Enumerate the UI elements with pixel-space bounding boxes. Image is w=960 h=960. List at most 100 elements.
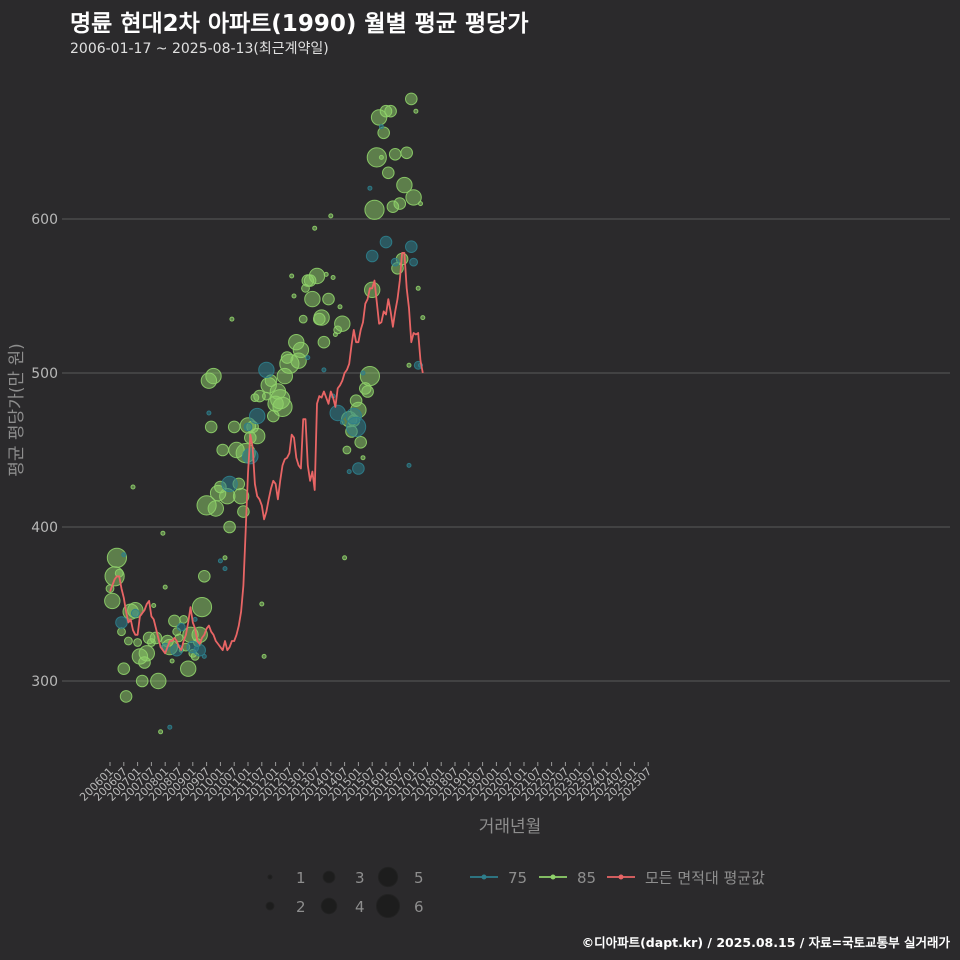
point-85 [292, 341, 310, 359]
legend-size-label: 5 [414, 869, 424, 887]
legend: 1 2 3 4 5 6 75 85 모든 면적대 평균값 [265, 866, 765, 918]
legend-size-label: 4 [355, 898, 365, 916]
point-85 [388, 148, 402, 161]
point-85 [405, 189, 422, 206]
point-85 [323, 271, 329, 277]
point-75 [221, 475, 238, 493]
point-85 [322, 292, 335, 306]
point-85 [216, 443, 229, 457]
point-75 [222, 566, 228, 572]
point-85 [106, 547, 128, 568]
point-75 [249, 407, 266, 425]
point-85 [227, 420, 241, 434]
legend-size-5 [377, 866, 399, 888]
point-85 [304, 290, 321, 308]
point-85 [384, 104, 397, 118]
point-75 [360, 370, 366, 376]
legend-size-6 [376, 894, 400, 918]
point-85 [334, 315, 351, 332]
point-85 [359, 366, 380, 387]
point-75 [167, 724, 173, 730]
point-75 [405, 240, 418, 253]
point-75 [176, 622, 186, 632]
point-85 [169, 658, 175, 664]
y-axis-title: 평균 평당가(만 원) [7, 343, 27, 477]
point-85 [415, 285, 421, 291]
point-85 [377, 126, 391, 140]
legend-size-4 [320, 897, 338, 915]
point-85 [360, 455, 366, 461]
legend-size-label: 3 [355, 869, 365, 887]
point-85 [179, 615, 189, 624]
point-85 [298, 314, 308, 324]
point-85 [130, 484, 136, 490]
scatter-points [104, 92, 426, 735]
point-85 [330, 275, 336, 280]
point-85 [259, 601, 265, 607]
point-85 [378, 154, 384, 160]
point-85 [361, 385, 374, 398]
point-75 [329, 404, 346, 422]
chart-subtitle: 2006-01-17 ~ 2025-08-13(최근계약일) [70, 41, 329, 57]
point-85 [418, 201, 423, 207]
point-85 [393, 197, 407, 210]
legend-entry-label: 85 [577, 869, 596, 887]
point-85 [222, 555, 228, 561]
point-75 [406, 462, 412, 468]
point-85 [400, 146, 414, 160]
legend-key-dot [481, 874, 487, 880]
point-75 [409, 257, 419, 267]
point-85 [117, 627, 126, 637]
point-85 [364, 281, 381, 298]
point-75 [321, 367, 327, 373]
point-85 [232, 488, 250, 505]
point-75 [390, 257, 400, 267]
point-75 [243, 422, 253, 432]
average-line [109, 251, 424, 655]
point-75 [365, 249, 379, 263]
point-85 [406, 362, 412, 368]
point-85 [119, 690, 133, 703]
point-75 [352, 462, 365, 475]
x-axis-title: 거래년월 [479, 817, 542, 837]
point-85 [223, 520, 236, 534]
point-75 [115, 616, 128, 629]
point-85 [289, 273, 295, 279]
point-75 [217, 558, 223, 564]
point-85 [180, 660, 197, 677]
point-85 [291, 293, 297, 299]
legend-size-label: 6 [414, 898, 424, 916]
point-85 [272, 396, 293, 417]
point-75 [242, 448, 259, 465]
point-75 [367, 185, 373, 191]
point-85 [133, 638, 143, 647]
point-85 [104, 592, 121, 610]
point-85 [317, 335, 331, 349]
point-85 [354, 436, 368, 449]
point-85 [413, 108, 419, 114]
point-75 [121, 552, 127, 558]
y-tick-label: 300 [31, 674, 58, 690]
point-85 [337, 304, 343, 310]
point-85 [198, 570, 211, 583]
point-85 [162, 584, 168, 590]
point-85 [160, 530, 166, 536]
point-85 [207, 500, 225, 517]
point-75 [379, 235, 393, 249]
legend-size-2 [265, 901, 275, 911]
y-axis-ticks: 300 400 500 600 [31, 212, 58, 690]
legend-size-1 [267, 874, 273, 880]
x-axis-ticks: 2006012006072007012007072008012008072009… [77, 762, 654, 804]
y-tick-label: 500 [31, 366, 58, 382]
point-75 [346, 469, 352, 475]
point-85 [328, 213, 334, 219]
point-85 [396, 176, 413, 194]
point-85 [158, 729, 164, 735]
point-85 [342, 445, 352, 455]
legend-key-dot [618, 874, 624, 880]
legend-size-3 [322, 870, 336, 884]
legend-key-dot [550, 874, 556, 880]
point-75 [305, 355, 311, 361]
point-85 [312, 225, 318, 231]
